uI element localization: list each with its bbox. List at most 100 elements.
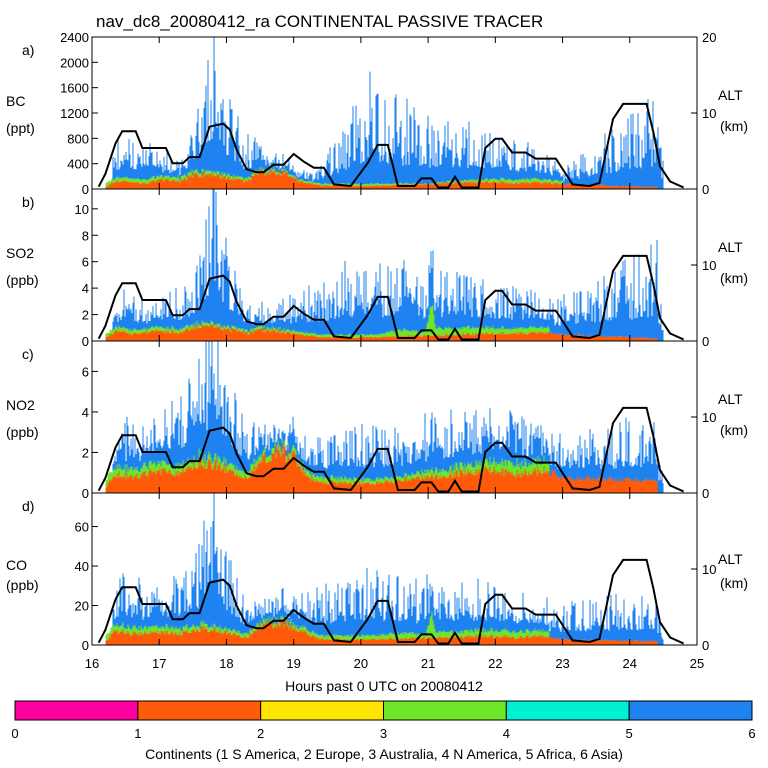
bar-n-america — [124, 464, 126, 473]
bar-n-america — [511, 462, 513, 472]
bar-europe — [419, 479, 421, 493]
bar-n-america — [233, 464, 235, 472]
bar-asia — [353, 462, 355, 477]
bar-asia — [510, 412, 512, 464]
bar-asia — [336, 168, 338, 185]
bar-asia — [542, 308, 544, 329]
bar-europe — [492, 472, 494, 493]
bar-n-america — [262, 329, 264, 332]
bar-europe — [304, 336, 306, 341]
bar-asia — [127, 608, 129, 625]
bar-europe — [249, 332, 251, 341]
bar-europe — [426, 184, 428, 189]
bar-asia — [643, 311, 645, 339]
bar-n-america — [478, 326, 480, 333]
bar-europe — [363, 484, 365, 493]
bar-europe — [161, 469, 163, 493]
bar-europe — [561, 334, 563, 341]
bar-asia — [325, 320, 327, 335]
bar-n-america — [494, 461, 496, 470]
bar-n-america — [127, 328, 129, 333]
bar-europe — [303, 182, 305, 189]
bar-asia — [115, 461, 117, 470]
bar-n-america — [504, 459, 506, 470]
bar-europe — [174, 333, 176, 341]
bar-europe — [469, 181, 471, 189]
bar-asia — [248, 160, 250, 177]
bar-europe — [539, 332, 541, 341]
bar-europe — [568, 183, 570, 189]
bar-asia — [634, 318, 636, 338]
bar-asia — [398, 143, 400, 184]
bar-europe — [358, 186, 360, 189]
bar-europe — [443, 476, 445, 493]
bar-n-america — [308, 333, 310, 336]
bar-europe — [255, 172, 257, 189]
bar-europe — [145, 475, 147, 493]
bar-n-america — [533, 460, 535, 472]
bar-n-america — [352, 479, 354, 485]
bar-asia — [531, 302, 533, 327]
bar-europe — [429, 476, 431, 493]
bar-europe — [347, 185, 349, 189]
bar-europe — [281, 332, 283, 341]
bar-europe — [473, 181, 475, 189]
bar-n-america — [500, 329, 502, 335]
bar-europe — [518, 475, 520, 493]
bar-asia — [575, 464, 577, 482]
bar-europe — [580, 184, 582, 189]
bar-europe — [552, 184, 554, 189]
bar-n-america — [252, 173, 254, 176]
bar-n-america — [439, 327, 441, 336]
bar-asia — [149, 321, 151, 328]
bar-asia — [251, 437, 253, 464]
bar-europe — [366, 185, 368, 189]
bar-europe — [468, 333, 470, 341]
bar-asia — [587, 174, 589, 185]
bar-europe — [126, 472, 128, 493]
bar-n-america — [428, 314, 430, 336]
bar-europe — [574, 479, 576, 493]
bar-asia — [571, 465, 573, 480]
bar-n-america — [377, 478, 379, 482]
bar-n-america — [120, 328, 122, 332]
bar-europe — [361, 336, 363, 341]
bar-asia — [479, 317, 481, 329]
bar-europe — [493, 334, 495, 341]
bar-europe — [217, 175, 219, 189]
bar-asia — [328, 294, 330, 335]
bar-asia — [230, 109, 232, 176]
bar-asia — [601, 459, 603, 479]
bar-n-america — [144, 329, 146, 333]
bar-asia — [264, 159, 266, 174]
bar-asia — [563, 180, 565, 185]
bar-europe — [259, 463, 261, 493]
bar-asia — [299, 172, 301, 180]
bar-europe — [212, 325, 214, 341]
bar-n-america — [443, 181, 445, 183]
bar-europe — [345, 337, 347, 341]
bar-asia — [518, 439, 520, 468]
bar-europe — [279, 453, 281, 493]
bar-europe — [387, 336, 389, 341]
bar-asia — [577, 176, 579, 184]
bar-n-america — [236, 329, 238, 332]
bar-europe — [490, 473, 492, 493]
bar-asia — [453, 452, 455, 465]
bar-asia — [361, 151, 363, 185]
bar-europe — [404, 477, 406, 493]
bar-asia — [406, 98, 408, 183]
bar-asia — [537, 425, 539, 456]
bar-n-america — [522, 466, 524, 475]
bar-asia — [633, 255, 635, 339]
bar-asia — [225, 237, 227, 328]
bar-n-america — [115, 469, 117, 478]
bar-n-america — [530, 326, 532, 332]
bar-asia — [626, 461, 628, 479]
bar-europe — [367, 482, 369, 493]
bar-n-america — [202, 322, 204, 326]
bar-asia — [312, 321, 314, 333]
bar-asia — [339, 309, 341, 335]
bar-n-america — [499, 462, 501, 472]
bar-europe — [480, 474, 482, 493]
